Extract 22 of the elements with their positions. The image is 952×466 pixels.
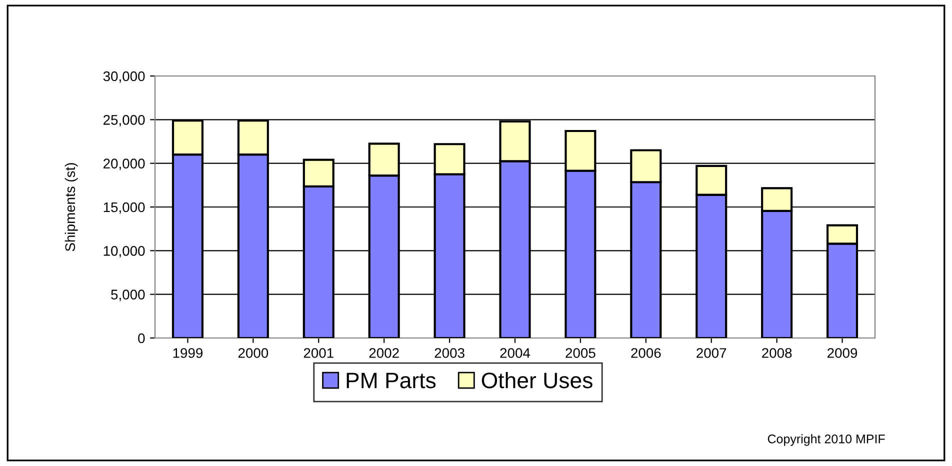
x-tick-label: 2008 xyxy=(762,348,792,358)
x-tick-label: 2002 xyxy=(369,348,399,358)
x-tick-label: 2009 xyxy=(828,348,858,358)
x-tick-label: 2007 xyxy=(696,348,726,358)
y-tick-label: 20,000 xyxy=(104,158,145,170)
y-tick-label: 10,000 xyxy=(104,246,145,258)
x-tick-label: 2006 xyxy=(631,348,661,358)
y-axis-title: Shipments (st) xyxy=(64,163,78,252)
y-tick-label: 30,000 xyxy=(103,71,145,83)
x-tick-label: 2003 xyxy=(434,348,464,358)
y-tick-label: 0 xyxy=(138,333,145,344)
x-tick-label: 2000 xyxy=(238,348,268,358)
legend-label: Other Uses xyxy=(482,372,592,388)
x-tick-label: 1999 xyxy=(173,348,203,358)
x-tick-label: 2004 xyxy=(500,348,530,358)
legend-label: PM Parts xyxy=(346,372,436,388)
x-tick-label: 2001 xyxy=(304,348,334,358)
text: Copyright 2010 MPIF xyxy=(768,434,885,446)
y-tick-label: 25,000 xyxy=(104,115,145,126)
x-tick-label: 2005 xyxy=(566,348,596,358)
y-tick-label: 5,000 xyxy=(111,290,145,302)
y-tick-label: 15,000 xyxy=(104,202,145,214)
